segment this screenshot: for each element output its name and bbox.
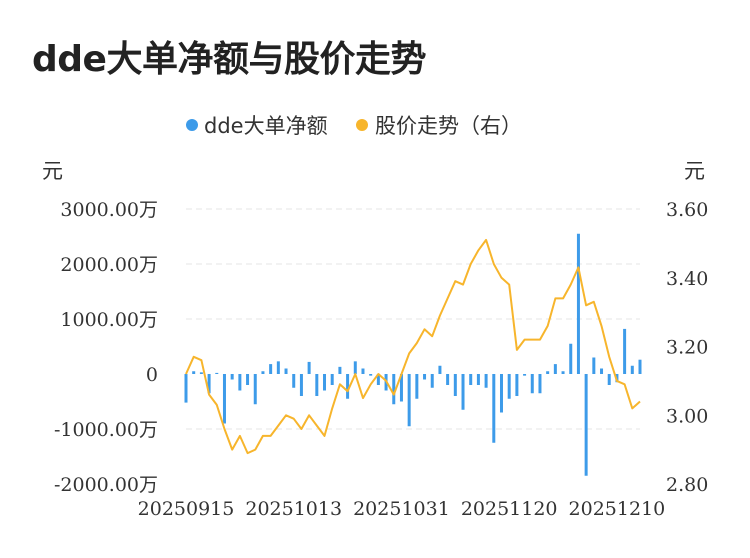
dde-bar [607, 374, 611, 385]
price-series-line [185, 238, 641, 455]
left-tick-label: 2000.00万 [60, 254, 158, 276]
left-tick-label: 0 [146, 364, 158, 386]
legend-price-label: 股价走势（右） [375, 114, 522, 138]
dde-bar [253, 374, 257, 405]
dde-bar [361, 368, 365, 374]
dde-bars [184, 233, 642, 476]
dde-bar [523, 374, 527, 376]
dde-bar [330, 374, 334, 385]
right-axis-unit: 元 [684, 159, 705, 183]
dde-bar [338, 366, 342, 374]
dde-bar [623, 328, 627, 374]
dde-bar [600, 368, 604, 374]
chart-legend: dde大单净额 股价走势（右） [186, 114, 522, 138]
dde-bar [469, 374, 473, 385]
dde-bar [515, 374, 519, 396]
left-tick-label: 3000.00万 [60, 199, 158, 221]
left-tick-label: 1000.00万 [60, 309, 158, 331]
dde-bar [222, 374, 226, 424]
dde-bar [215, 372, 219, 374]
dde-bar [284, 368, 288, 374]
dde-bar [569, 343, 573, 374]
dde-bar [638, 359, 642, 374]
dde-bar [392, 374, 396, 405]
dde-bar [276, 361, 280, 374]
right-tick-label: 2.80 [666, 474, 708, 496]
x-tick-label: 20251031 [353, 498, 450, 520]
dde-bar [307, 361, 311, 374]
right-tick-label: 3.20 [666, 337, 708, 359]
dde-bar [476, 374, 480, 385]
x-tick-label: 20251120 [461, 498, 558, 520]
legend-dde-marker [186, 119, 198, 131]
dde-bar [499, 374, 503, 413]
left-axis-unit: 元 [42, 159, 63, 183]
dde-bar [553, 364, 557, 374]
dde-bar [299, 374, 303, 396]
dde-bar [461, 374, 465, 410]
dde-bar [315, 374, 319, 396]
grid-lines [186, 208, 640, 430]
legend-price-marker [356, 119, 368, 131]
dde-bar [561, 371, 565, 374]
dde-bar [530, 374, 534, 394]
dde-bar [369, 374, 373, 376]
dde-bar [353, 361, 357, 374]
dde-bar [192, 371, 196, 374]
price-line [185, 238, 641, 455]
dde-bar [261, 371, 265, 374]
dde-bar [269, 364, 273, 374]
x-axis-ticks: 20250915 20251013 20251031 20251120 20251210 [138, 498, 666, 520]
page-title: dde大单净额与股价走势 [32, 39, 426, 80]
dde-bar [438, 365, 442, 374]
left-tick-label: -2000.00万 [54, 474, 158, 496]
legend-dde-label: dde大单净额 [204, 114, 328, 138]
dde-bar [507, 374, 511, 399]
right-axis-ticks: 3.60 3.40 3.20 3.00 2.80 [666, 199, 708, 496]
right-tick-label: 3.40 [666, 268, 708, 290]
dde-bar [630, 365, 634, 374]
dde-bar [538, 374, 542, 394]
dde-bar [576, 233, 580, 374]
dde-bar [453, 374, 457, 396]
dde-bar [207, 374, 211, 394]
right-tick-label: 3.00 [666, 405, 708, 427]
dde-bar [546, 371, 550, 374]
dde-bar [423, 374, 427, 380]
dde-bar [399, 374, 403, 402]
dde-bar [246, 374, 250, 385]
dde-bar [323, 374, 327, 391]
left-axis-ticks: 3000.00万 2000.00万 1000.00万 0 -1000.00万 -2000.… [54, 199, 158, 496]
dde-bar [484, 374, 488, 388]
dde-bar [230, 374, 234, 380]
dde-bar [376, 374, 380, 385]
dde-bar [492, 374, 496, 443]
left-tick-label: -1000.00万 [54, 419, 158, 441]
dde-bar [292, 374, 296, 388]
dde-bar [446, 374, 450, 385]
dde-bar [199, 372, 203, 374]
dde-bar [415, 374, 419, 399]
dde-bar [184, 374, 188, 403]
dde-bar [430, 374, 434, 388]
dde-bar [407, 374, 411, 427]
dde-bar [346, 374, 350, 399]
dde-bar [584, 374, 588, 476]
x-tick-label: 20251210 [569, 498, 666, 520]
x-tick-label: 20251013 [245, 498, 342, 520]
x-tick-label: 20250915 [138, 498, 235, 520]
dde-bar [592, 357, 596, 374]
dde-bar [238, 374, 242, 391]
right-tick-label: 3.60 [666, 199, 708, 221]
